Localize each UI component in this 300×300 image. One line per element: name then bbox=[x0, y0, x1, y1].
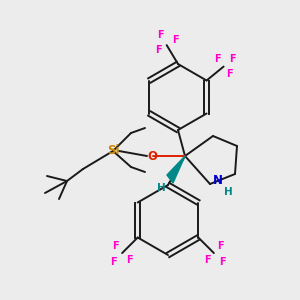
Text: F: F bbox=[230, 54, 236, 64]
Text: F: F bbox=[218, 241, 224, 251]
Text: H: H bbox=[224, 187, 232, 197]
Text: F: F bbox=[226, 69, 233, 79]
Text: N: N bbox=[213, 173, 223, 187]
Text: F: F bbox=[155, 45, 162, 55]
Text: O: O bbox=[147, 151, 157, 164]
Text: F: F bbox=[126, 255, 132, 265]
Text: F: F bbox=[219, 256, 226, 266]
Text: Si: Si bbox=[107, 145, 119, 158]
Polygon shape bbox=[167, 156, 185, 183]
Text: F: F bbox=[112, 241, 119, 251]
Text: H: H bbox=[157, 183, 165, 193]
Text: F: F bbox=[204, 255, 210, 265]
Text: F: F bbox=[214, 54, 221, 64]
Text: F: F bbox=[172, 35, 178, 45]
Text: F: F bbox=[157, 30, 164, 40]
Text: F: F bbox=[110, 256, 117, 266]
